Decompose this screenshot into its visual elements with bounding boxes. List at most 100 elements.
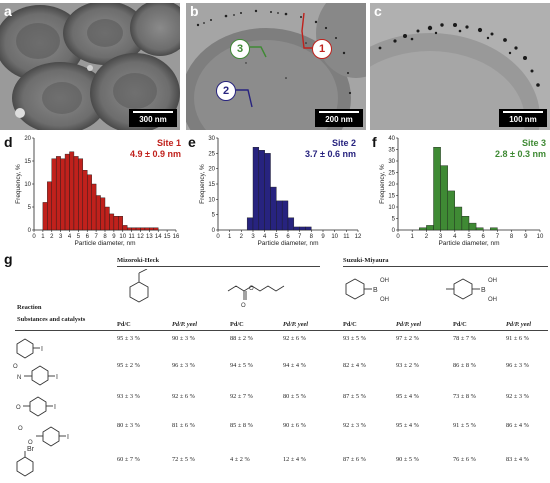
y-tick-label: 10	[388, 205, 395, 211]
panel-letter-b: b	[190, 3, 199, 19]
histogram-bar	[87, 174, 92, 231]
y-tick-label: 30	[208, 136, 215, 142]
ester-o-label: O	[18, 426, 23, 432]
iodo-label-2: I	[56, 374, 58, 381]
table-cell: 78 ± 7 %	[453, 335, 476, 342]
histogram-bar	[78, 158, 84, 231]
panel-letter-a: a	[4, 3, 12, 19]
histogram-bar	[461, 215, 470, 231]
y-tick-label: 25	[388, 171, 395, 177]
histogram-bar	[281, 200, 289, 231]
histogram-bar	[42, 202, 48, 231]
y-tick-label: 30	[388, 159, 395, 165]
histogram-bar	[126, 227, 132, 231]
histogram-bar	[264, 153, 271, 231]
iodo-label-1: I	[41, 346, 43, 353]
histogram-bar	[293, 226, 300, 231]
table-cell: 91 ± 6 %	[506, 335, 529, 342]
boron-label-1: B	[373, 287, 378, 294]
col-label-2: Pd/P. yeel	[172, 321, 198, 328]
table-cell: 94 ± 4 %	[283, 362, 306, 369]
histogram-bar	[454, 206, 463, 231]
group-underline-1	[117, 266, 320, 267]
histogram-bar	[246, 217, 254, 231]
oh-label-4: OH	[488, 297, 497, 303]
histogram-bar	[60, 158, 66, 231]
x-tick-label: 9	[524, 234, 528, 240]
table-cell: 81 ± 6 %	[172, 422, 195, 429]
table-cell: 97 ± 2 %	[396, 335, 419, 342]
y-tick-label: 10	[24, 182, 31, 188]
histogram-bar	[140, 227, 146, 231]
group-suzuki-miyaura: Suzuki-Miyaura	[343, 257, 389, 264]
x-tick-label: 10	[119, 234, 126, 240]
histogram-bar	[149, 227, 155, 231]
y-tick-label: 40	[388, 136, 395, 142]
table-cell: 72 ± 5 %	[172, 456, 195, 463]
table-cell: 73 ± 8 %	[453, 393, 476, 400]
tem-image-c: c 100 nm	[370, 3, 550, 130]
table-cell: 95 ± 4 %	[396, 393, 419, 400]
table-cell: 92 ± 7 %	[230, 393, 253, 400]
x-tick-label: 7	[298, 234, 302, 240]
nitro-n-label: N	[17, 375, 21, 381]
oh-label-1: OH	[380, 278, 389, 284]
y-tick-label: 0	[392, 228, 396, 234]
histogram-bar	[95, 195, 101, 231]
x-tick-label: 2	[50, 234, 54, 240]
table-cell: 90 ± 5 %	[396, 456, 419, 463]
table-cell: 76 ± 6 %	[453, 456, 476, 463]
x-tick-label: 2	[240, 234, 244, 240]
site-3-label: Site 3 2.8 ± 0.3 nm	[495, 138, 546, 160]
acrylate-o-label: O	[249, 286, 254, 292]
x-tick-label: 5	[77, 234, 81, 240]
scale-bar-a: 300 nm	[129, 109, 177, 127]
table-cell: 90 ± 6 %	[283, 422, 306, 429]
histogram-bar	[447, 190, 455, 231]
table-cell: 83 ± 4 %	[506, 456, 529, 463]
y-tick-label: 15	[388, 194, 395, 200]
table-cell: 95 ± 4 %	[396, 422, 419, 429]
oh-label-3: OH	[488, 278, 497, 284]
table-cell: 88 ± 2 %	[230, 335, 253, 342]
table-cell: 96 ± 3 %	[506, 362, 529, 369]
histogram-chart-f: 0 5 10 15 20 25 30 35 40 0 1 2 3 4 5 6 7 8 9 10 Particle dia…	[379, 136, 544, 247]
table-cell: 92 ± 6 %	[283, 335, 306, 342]
site-2-size: 3.7 ± 0.6 nm	[305, 149, 356, 159]
histogram-bar	[122, 225, 128, 231]
table-cell: 82 ± 4 %	[343, 362, 366, 369]
x-tick-label: 3	[59, 234, 63, 240]
scale-bar-b: 200 nm	[315, 109, 363, 127]
table-cell: 87 ± 5 %	[343, 393, 366, 400]
histogram-bar	[276, 200, 283, 231]
x-tick-label: 4	[263, 234, 267, 240]
x-tick-label: 13	[146, 234, 153, 240]
tem-image-a: a 300 nm	[0, 3, 180, 130]
panel-letter-d: d	[4, 134, 13, 150]
scale-bar-c: 100 nm	[499, 109, 547, 127]
x-tick-label: 16	[173, 234, 180, 240]
y-axis-label: Frequency, %	[15, 164, 22, 204]
histogram-bar	[135, 227, 141, 231]
x-tick-label: 6	[286, 234, 290, 240]
x-tick-label: 8	[510, 234, 514, 240]
x-tick-label: 1	[228, 234, 232, 240]
nitroiodobenzene-ring	[31, 365, 49, 386]
histogram-bar	[258, 150, 265, 231]
site-1-name: Site 1	[156, 138, 181, 148]
y-tick-label: 15	[24, 159, 31, 165]
x-tick-label: 0	[396, 234, 400, 240]
histogram-bar	[51, 158, 57, 231]
histogram-bar	[433, 147, 441, 231]
histogram-bar	[104, 206, 110, 231]
histogram-f: f 0 5 10 15 20 25 30 35 40 0 1 2 3 4 5 6 7 8 9 10 Particle d…	[370, 130, 550, 247]
x-axis-label: Particle diameter, nm	[74, 240, 135, 246]
x-axis-label: Particle diameter, nm	[257, 240, 318, 246]
iodo-label-3: I	[54, 404, 56, 411]
panel-letter-c: c	[374, 3, 382, 19]
substrate-structures: I O N I O I O O I Br	[13, 338, 69, 477]
tem-micrograph-a	[0, 3, 180, 130]
y-tick-label: 20	[24, 136, 31, 142]
col-label-3: Pd/C	[230, 321, 244, 328]
